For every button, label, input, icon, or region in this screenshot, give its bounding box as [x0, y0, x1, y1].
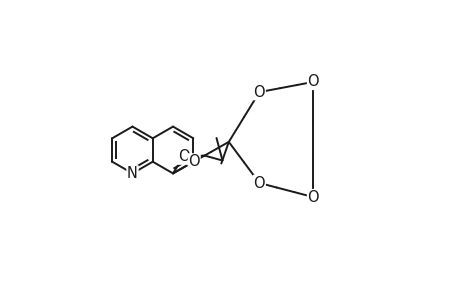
Text: O: O	[307, 190, 319, 205]
Text: O: O	[307, 74, 319, 89]
Text: N: N	[127, 166, 138, 181]
Text: O: O	[253, 85, 265, 100]
Text: O: O	[253, 176, 265, 190]
Text: O: O	[177, 149, 189, 164]
Text: O: O	[188, 154, 200, 169]
